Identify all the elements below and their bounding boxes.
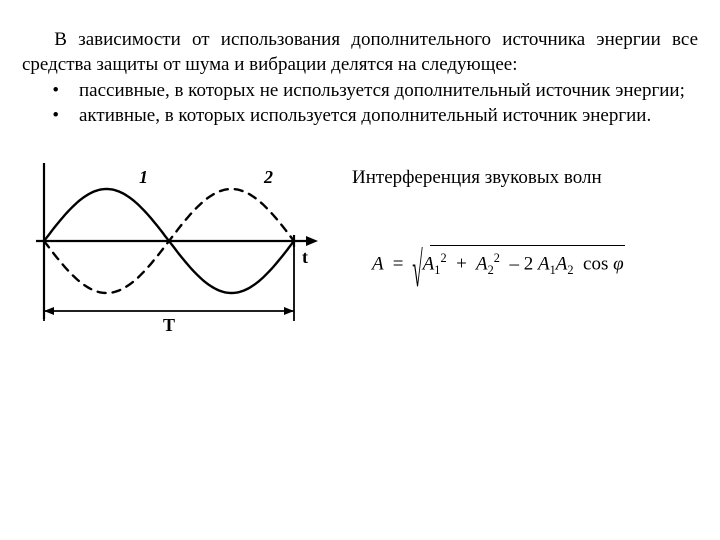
svg-text:1: 1 bbox=[139, 167, 148, 187]
interference-figure: 1 2 t T bbox=[22, 159, 322, 339]
bullet-active: •активные, в которых используется дополн… bbox=[22, 104, 698, 129]
svg-text:t: t bbox=[302, 247, 308, 267]
interference-formula: A = √A12 + A22 – 2 A1A2 cos φ bbox=[372, 251, 624, 297]
intro-paragraph: В зависимости от использования дополните… bbox=[22, 28, 698, 77]
bullet-active-text: активные, в которых используется дополни… bbox=[79, 105, 651, 126]
svg-text:T: T bbox=[163, 315, 175, 335]
bullet-passive-text: пассивные, в которых не используется доп… bbox=[79, 80, 685, 101]
svg-text:2: 2 bbox=[263, 167, 273, 187]
figure-caption: Интерференция звуковых волн bbox=[352, 167, 624, 189]
bullet-passive: •пассивные, в которых не используется до… bbox=[22, 79, 698, 104]
